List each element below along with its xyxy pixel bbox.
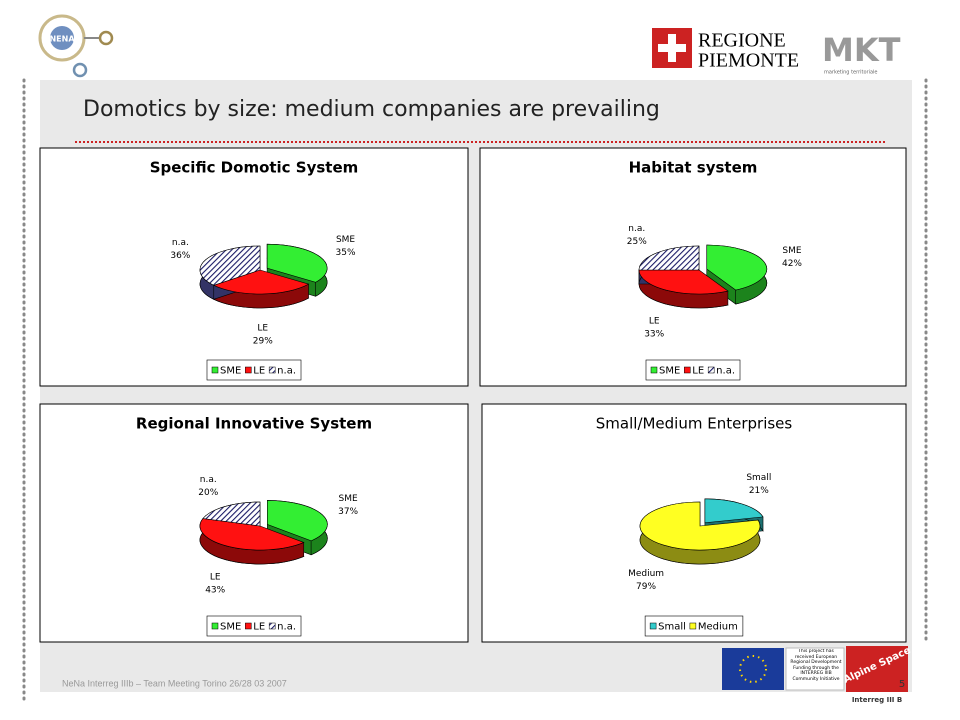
logo-text: Interreg III B [852,696,902,704]
slice-category: Small [746,473,771,483]
slice-value-label: 79% [636,582,656,592]
legend-label: LE [253,366,265,377]
logo-text: REGIONE [698,30,786,52]
slice-category: n.a. [200,475,217,485]
legend-swatch [689,622,697,630]
eu-logo: This project has received European Regio… [722,647,845,691]
legend-label: n.a. [716,366,735,377]
logo-text: This project has received European Regio… [790,649,842,682]
slice-category: SME [782,246,801,256]
slice-value-label: 33% [644,330,664,340]
pie-slice [639,501,761,551]
legend-swatch [245,366,252,374]
mkt-logo: MKT marketing territoriale [822,31,901,76]
nena-logo: NENA [38,14,114,78]
slice-category: SME [339,494,358,504]
legend-label: SME [659,366,680,377]
legend-label: Medium [698,622,738,633]
pie [639,498,764,565]
slice-category: SME [336,235,355,245]
chart-title: Specific Domotic System [150,159,359,177]
pie-slice [704,498,764,524]
legend-frame [206,615,302,637]
slice-value-label: 36% [170,251,190,261]
slice-category: n.a. [628,224,645,234]
slice-value-label: 29% [253,336,273,346]
pie-slice [706,244,768,291]
slice-value-label: 25% [627,237,647,247]
legend-frame [645,359,741,381]
legend-label: n.a. [277,366,296,377]
slice-category: n.a. [172,238,189,248]
legend-label: n.a. [277,622,296,633]
logo-text: PIEMONTE [698,50,799,72]
chart-title: Habitat system [629,159,758,177]
regione-logo: REGIONE PIEMONTE [652,28,799,72]
pie [199,243,328,309]
slice-value-label: 42% [782,259,802,269]
legend-swatch [211,622,219,630]
pie-slice [199,518,305,551]
pie-slice [212,269,310,295]
slice-category: LE [210,573,221,583]
legend-label: LE [253,622,265,633]
legend-swatch [211,366,219,374]
slide-title: Domotics by size: medium companies are p… [83,97,660,122]
legend: SME LE n.a. [650,366,735,377]
slice-value-label: 37% [338,507,358,517]
slice-value-label: 43% [205,586,225,596]
legend-label: LE [692,366,704,377]
slice-value-label: 20% [198,488,218,498]
logo-text: marketing territoriale [824,70,878,76]
legend-swatch [684,366,691,374]
page-number: 5 [899,679,905,690]
pie-slice [638,245,700,271]
legend-swatch [649,622,657,630]
logo-text: MKT [822,31,901,69]
legend-label: Small [658,622,686,633]
chart-title: Regional Innovative System [136,415,372,433]
pie-slice [638,269,729,295]
legend-swatch [268,622,276,630]
pie-slice [266,243,328,283]
legend-label: SME [220,366,241,377]
legend: SME LE n.a. [211,622,296,633]
pie-slice [267,500,328,542]
legend: Small Medium [649,622,738,633]
slice-value-label: 21% [749,486,769,496]
pie-slice [199,245,261,286]
legend-label: SME [220,622,241,633]
logo-text: NENA [49,35,75,44]
slice-category: LE [257,323,268,333]
pie [638,244,768,309]
legend-swatch [707,366,715,374]
legend-swatch [245,622,252,630]
slice-category: Medium [628,569,664,579]
chart-title: Small/Medium Enterprises [596,415,793,433]
pie-slice [202,501,261,527]
footer: NeNa Interreg IIIb – Team Meeting Torino… [62,678,287,688]
legend: SME LE n.a. [211,366,296,377]
slice-value-label: 35% [336,248,356,258]
alpine-logo: Alpine Space Interreg III B 5 [842,645,913,704]
pie [199,500,328,565]
legend-swatch [268,366,276,374]
legend-swatch [650,366,658,374]
legend-frame [206,359,302,381]
slice-category: LE [649,317,660,327]
